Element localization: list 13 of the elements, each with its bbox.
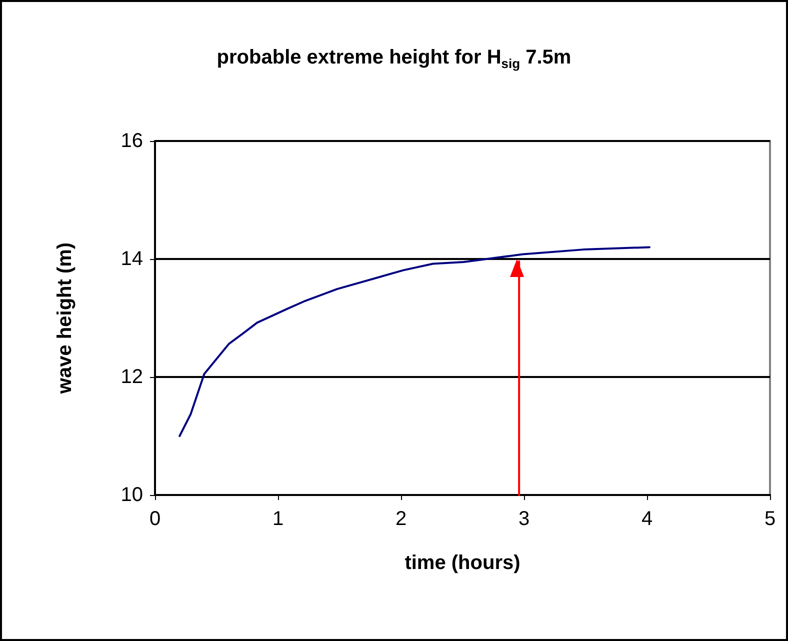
x-tick-label: 0	[149, 508, 161, 530]
y-tick-label: 10	[120, 484, 143, 506]
x-axis-title: time (hours)	[404, 552, 520, 574]
x-tick-label: 4	[641, 508, 653, 530]
line-series	[178, 246, 650, 437]
y-axis-title: wave height (m)	[54, 242, 76, 395]
x-tick-label: 5	[764, 508, 776, 530]
y-tick-label: 14	[120, 248, 143, 270]
y-tick-label: 16	[120, 130, 143, 152]
y-tick-label: 12	[120, 366, 143, 388]
x-tick-label: 2	[395, 508, 407, 530]
x-tick-label: 3	[518, 508, 530, 530]
x-tick-label: 1	[272, 508, 284, 530]
